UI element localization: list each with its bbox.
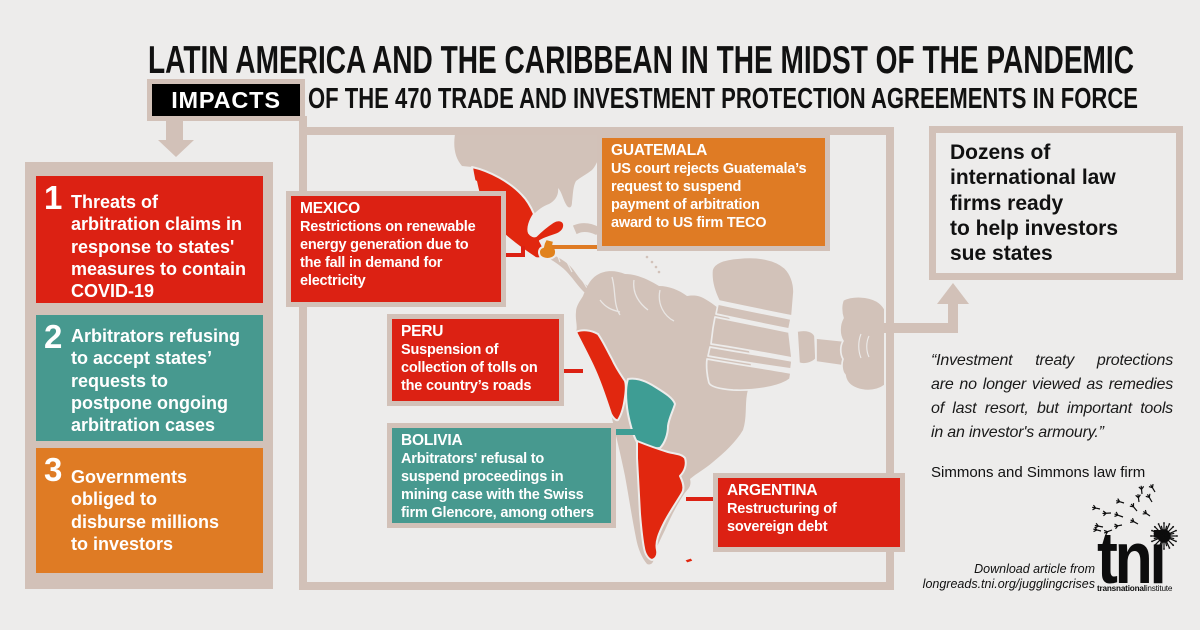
- svg-text:transnationalinstitute: transnationalinstitute: [1097, 584, 1173, 593]
